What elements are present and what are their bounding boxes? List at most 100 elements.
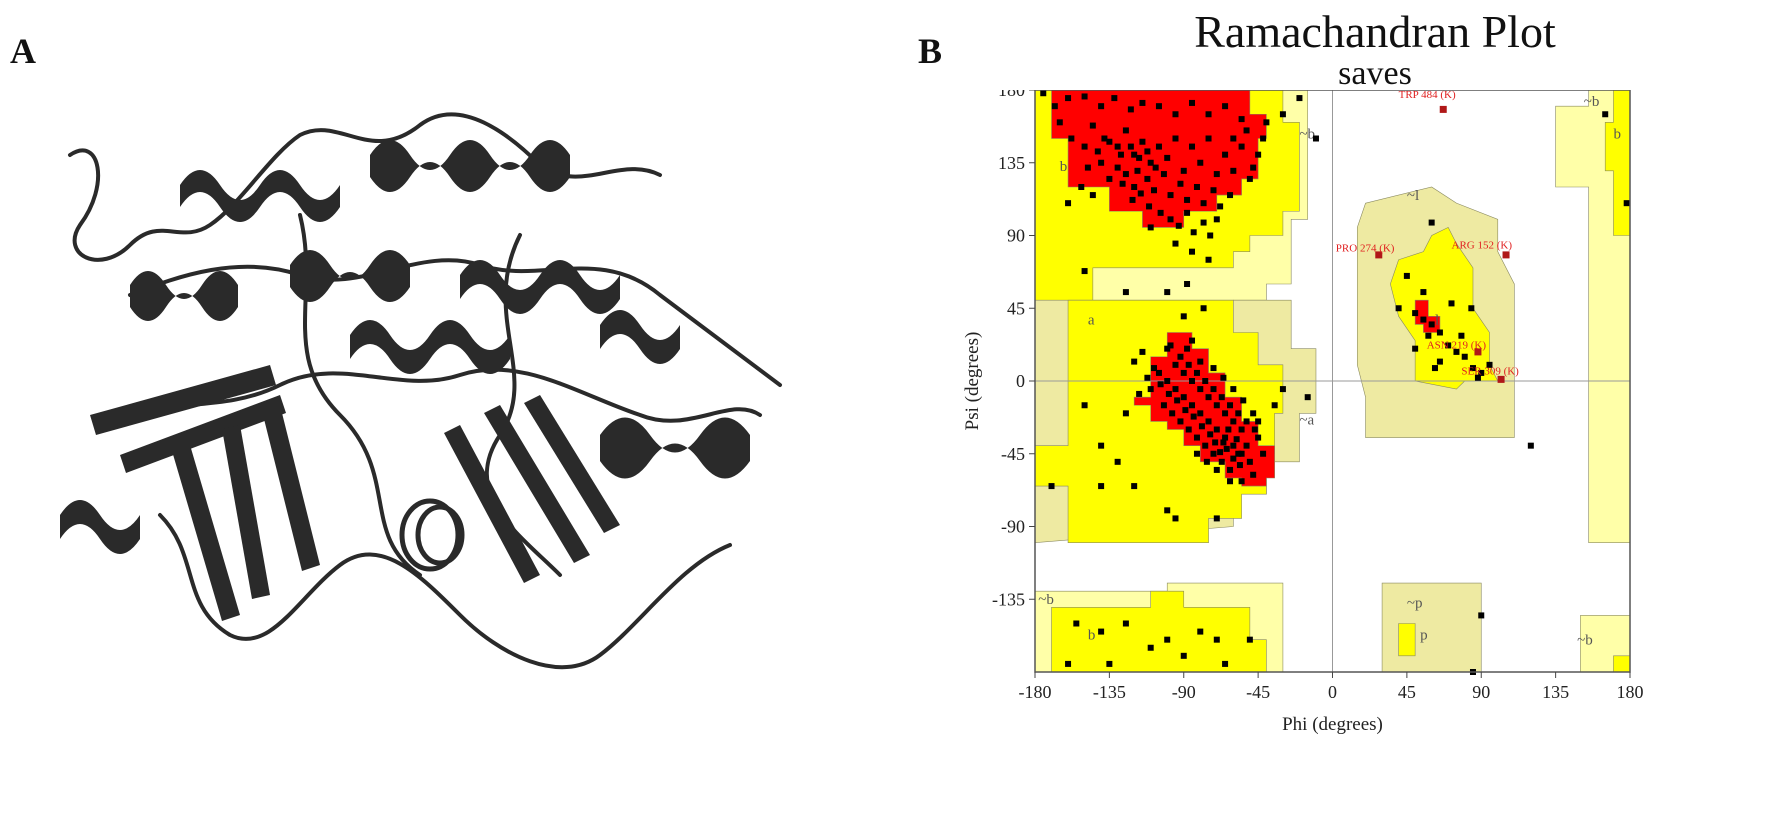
- residue-point: [1235, 410, 1242, 417]
- residue-point: [1146, 203, 1153, 210]
- residue-point: [1403, 272, 1410, 279]
- residue-point: [1227, 402, 1234, 409]
- residue-point: [1428, 219, 1435, 226]
- residue-point: [1180, 313, 1187, 320]
- residue-point: [1279, 386, 1286, 393]
- residue-point: [1461, 353, 1468, 360]
- residue-point: [1436, 329, 1443, 336]
- residue-point: [1222, 434, 1229, 441]
- y-tick-label: -90: [1001, 517, 1025, 537]
- residue-point: [1197, 410, 1204, 417]
- residue-point: [1213, 515, 1220, 522]
- residue-point: [1172, 361, 1179, 368]
- region-labels: b a ~b ~a ~l l ~b b ~p p ~b ~b b: [1038, 94, 1621, 648]
- residue-point: [1073, 620, 1080, 627]
- residue-point: [1184, 345, 1191, 352]
- residue-point: [1246, 175, 1253, 182]
- residue-point: [1048, 483, 1055, 490]
- residue-point: [1160, 171, 1167, 178]
- residue-point: [1065, 95, 1072, 102]
- residue-point: [1182, 407, 1189, 414]
- residue-point: [1222, 410, 1229, 417]
- residue-point: [1200, 200, 1207, 207]
- residue-point: [1445, 342, 1452, 349]
- residue-point: [1131, 483, 1138, 490]
- residue-point: [1243, 418, 1250, 425]
- residue-point: [1448, 300, 1455, 307]
- x-axis-label: Phi (degrees): [1282, 714, 1383, 735]
- residue-point: [1207, 431, 1214, 438]
- residue-point: [1078, 184, 1085, 190]
- residue-point: [1200, 219, 1207, 226]
- residue-point: [1164, 378, 1171, 384]
- residue-point: [1240, 397, 1247, 404]
- region-label: p: [1420, 628, 1428, 644]
- residue-point: [1412, 310, 1419, 317]
- residue-point: [1202, 442, 1209, 449]
- residue-point: [1197, 628, 1204, 635]
- residue-point: [1068, 135, 1075, 142]
- residue-point: [1190, 229, 1197, 236]
- x-tick-label: 135: [1542, 682, 1569, 702]
- x-tick-label: 180: [1617, 682, 1644, 702]
- residue-point: [1230, 418, 1237, 425]
- region-label: b: [1060, 159, 1068, 175]
- residue-point: [1177, 353, 1184, 360]
- residue-point: [1184, 196, 1191, 203]
- residue-point: [1197, 159, 1204, 166]
- residue-point: [1395, 305, 1402, 312]
- residue-point: [1227, 478, 1234, 485]
- region-label: a: [1088, 312, 1095, 328]
- residue-point: [1193, 434, 1200, 441]
- residue-point: [1425, 332, 1432, 339]
- residue-point: [1185, 426, 1192, 433]
- residue-point: [1623, 200, 1630, 207]
- residue-point: [1428, 321, 1435, 328]
- residue-point: [1238, 116, 1245, 123]
- residue-point: [1098, 103, 1105, 110]
- panel-label-b: B: [918, 31, 943, 71]
- residue-point: [1189, 143, 1196, 150]
- residue-point: [1167, 216, 1174, 223]
- residue-point: [1260, 135, 1267, 142]
- outlier-label: PRO 274 (K): [1336, 243, 1395, 255]
- y-tick-label: 180: [998, 90, 1025, 100]
- residue-point: [1420, 289, 1427, 296]
- residue-points: [1040, 90, 1630, 675]
- y-axis-ticks: 180 135 90 45 0 -45 -90 -135: [992, 90, 1035, 609]
- x-axis-ticks: -180 -135 -90 -45 0 45 90 135 180: [1019, 672, 1644, 702]
- residue-point: [1155, 103, 1162, 110]
- residue-point: [1167, 192, 1174, 199]
- outlier-point: [1502, 251, 1510, 259]
- residue-point: [1180, 394, 1187, 401]
- y-tick-label: -135: [992, 589, 1025, 609]
- y-tick-label: 135: [998, 153, 1025, 173]
- residue-point: [1122, 127, 1129, 134]
- residue-point: [1218, 458, 1225, 465]
- residue-point: [1139, 348, 1146, 355]
- residue-point: [1136, 390, 1143, 397]
- residue-point: [1174, 397, 1181, 404]
- residue-point: [1246, 458, 1253, 465]
- residue-point: [1172, 240, 1179, 247]
- residue-point: [1230, 167, 1237, 174]
- residue-point: [1177, 418, 1184, 425]
- region-label: ~a: [1299, 413, 1314, 429]
- protein-ribbon-structure-image: [60, 112, 782, 670]
- residue-point: [1474, 374, 1481, 381]
- y-tick-label: -45: [1001, 444, 1025, 464]
- residue-point: [1220, 439, 1227, 446]
- residue-point: [1185, 361, 1192, 368]
- residue-point: [1114, 458, 1121, 465]
- residue-point: [1111, 95, 1118, 102]
- residue-point: [1169, 410, 1176, 417]
- y-tick-label: 45: [1007, 298, 1025, 318]
- residue-point: [1098, 628, 1105, 635]
- region-label: l: [1435, 312, 1439, 328]
- residue-point: [1255, 434, 1262, 441]
- residue-point: [1065, 200, 1072, 207]
- residue-point: [1213, 402, 1220, 409]
- residue-point: [1238, 143, 1245, 150]
- residue-point: [1131, 184, 1138, 190]
- residue-point: [1312, 135, 1319, 142]
